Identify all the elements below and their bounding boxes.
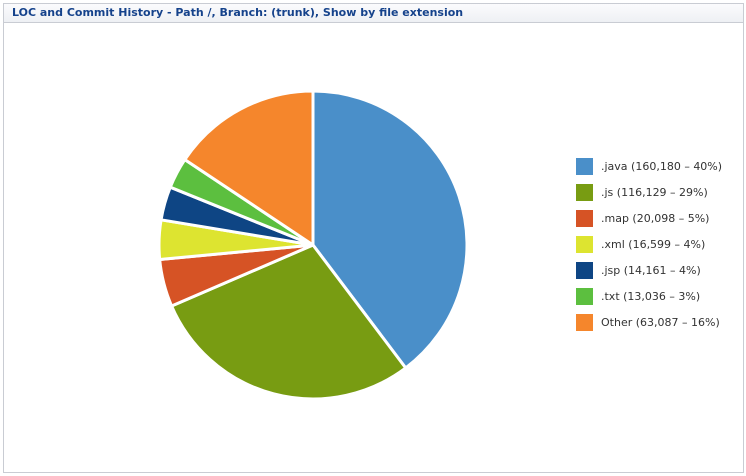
legend-swatch [576,261,593,279]
legend-label: .js (116,129 – 29%) [601,185,708,199]
legend-label: .map (20,098 – 5%) [601,211,710,225]
legend-item-5[interactable]: .txt (13,036 – 3%) [576,283,722,309]
legend-label: .txt (13,036 – 3%) [601,289,701,303]
legend-item-1[interactable]: .js (116,129 – 29%) [576,179,722,205]
pie-slice-6[interactable] [183,89,315,247]
panel-title: LOC and Commit History - Path /, Branch:… [4,4,743,23]
pie-slice-0[interactable] [311,89,469,370]
chart-legend: .java (160,180 – 40%) .js (116,129 – 29%)… [576,153,722,335]
legend-label: .xml (16,599 – 4%) [601,237,706,251]
legend-swatch [576,183,593,201]
chart-panel: LOC and Commit History - Path /, Branch:… [3,3,744,473]
legend-label: Other (63,087 – 16%) [601,315,720,329]
legend-swatch [576,209,593,227]
legend-item-3[interactable]: .xml (16,599 – 4%) [576,231,722,257]
chart-area: .java (160,180 – 40%) .js (116,129 – 29%)… [4,23,743,472]
legend-swatch [576,287,593,305]
legend-item-4[interactable]: .jsp (14,161 – 4%) [576,257,722,283]
legend-item-2[interactable]: .map (20,098 – 5%) [576,205,722,231]
pie-slice-1[interactable] [170,243,408,401]
legend-label: .java (160,180 – 40%) [601,159,723,173]
legend-swatch [576,313,593,331]
legend-item-6[interactable]: Other (63,087 – 16%) [576,309,722,335]
legend-item-0[interactable]: .java (160,180 – 40%) [576,153,722,179]
legend-label: .jsp (14,161 – 4%) [601,263,701,277]
legend-swatch [576,235,593,253]
pie-chart [157,89,469,401]
legend-swatch [576,157,593,175]
